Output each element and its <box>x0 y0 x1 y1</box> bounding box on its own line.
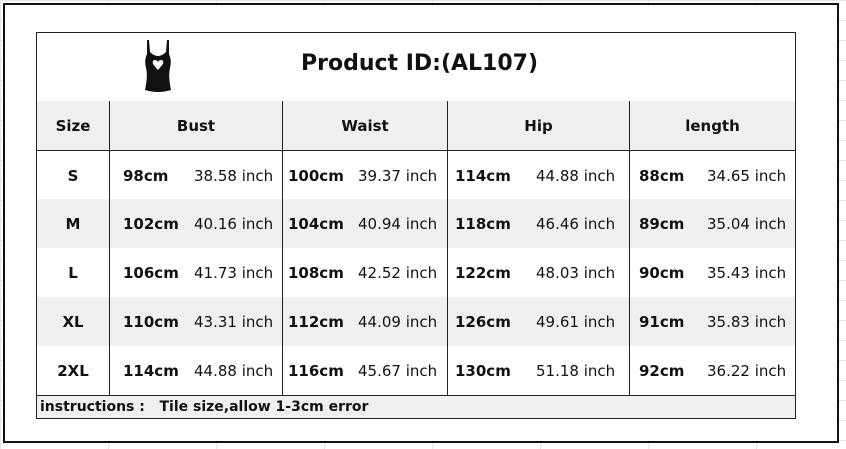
length-inch: 36.22 inch <box>707 361 787 380</box>
header-hip: Hip <box>447 101 629 150</box>
length-cell: 91cm 35.83 inch <box>629 297 795 346</box>
waist-cm: 108cm <box>288 263 344 282</box>
waist-inch: 40.94 inch <box>358 214 438 233</box>
length-inch: 35.04 inch <box>707 214 787 233</box>
waist-cm: 116cm <box>288 361 344 380</box>
hip-inch: 44.88 inch <box>536 166 616 185</box>
instructions-label: instructions : <box>40 399 145 415</box>
waist-cm: 104cm <box>288 214 344 233</box>
hip-cm: 114cm <box>455 166 511 185</box>
size-cell: M <box>65 214 81 233</box>
header-row: Size Bust Waist Hip length <box>37 101 795 151</box>
waist-cell: 112cm 44.09 inch <box>282 297 447 346</box>
bust-cell: 102cm 40.16 inch <box>109 199 282 248</box>
table-row: S 98cm 38.58 inch 100cm 39.37 inch 114cm 44… <box>37 150 795 200</box>
length-inch: 34.65 inch <box>707 166 787 185</box>
waist-inch: 42.52 inch <box>358 263 438 282</box>
instructions-text: Tile size,allow 1-3cm error <box>159 399 369 415</box>
bust-inch: 43.31 inch <box>194 312 274 331</box>
hip-inch: 49.61 inch <box>536 312 616 331</box>
hip-cm: 122cm <box>455 263 511 282</box>
length-cell: 90cm 35.43 inch <box>629 248 795 297</box>
bust-inch: 41.73 inch <box>194 263 274 282</box>
waist-inch: 39.37 inch <box>358 166 438 185</box>
length-inch: 35.43 inch <box>707 263 787 282</box>
waist-cm: 100cm <box>288 166 344 185</box>
hip-inch: 46.46 inch <box>536 214 616 233</box>
hip-cell: 122cm 48.03 inch <box>447 248 629 297</box>
length-cell: 88cm 34.65 inch <box>629 151 795 200</box>
waist-cell: 104cm 40.94 inch <box>282 199 447 248</box>
size-cell: L <box>68 263 78 282</box>
bust-cell: 98cm 38.58 inch <box>109 151 282 200</box>
length-cm: 90cm <box>639 263 685 282</box>
length-cm: 88cm <box>639 166 685 185</box>
hip-cell: 130cm 51.18 inch <box>447 346 629 395</box>
instructions-row: instructions : Tile size,allow 1-3cm err… <box>37 395 795 418</box>
length-cm: 91cm <box>639 312 685 331</box>
table-row: 2XL 114cm 44.88 inch 116cm 45.67 inch 130c… <box>37 346 795 395</box>
product-title: Product ID:(AL107) <box>301 51 539 76</box>
header-length: length <box>629 101 795 150</box>
size-cell: 2XL <box>57 361 89 380</box>
hip-cell: 118cm 46.46 inch <box>447 199 629 248</box>
bust-inch: 44.88 inch <box>194 361 274 380</box>
length-cell: 89cm 35.04 inch <box>629 199 795 248</box>
tank-top-heart-icon <box>145 40 171 92</box>
waist-cell: 108cm 42.52 inch <box>282 248 447 297</box>
hip-inch: 48.03 inch <box>536 263 616 282</box>
bust-cell: 106cm 41.73 inch <box>109 248 282 297</box>
bust-cm: 102cm <box>123 214 179 233</box>
hip-cm: 118cm <box>455 214 511 233</box>
hip-cm: 126cm <box>455 312 511 331</box>
hip-inch: 51.18 inch <box>536 361 616 380</box>
size-cell: XL <box>62 312 84 331</box>
header-bust: Bust <box>109 101 282 150</box>
table-row: M 102cm 40.16 inch 104cm 40.94 inch 118cm 4… <box>37 199 795 248</box>
size-cell: S <box>67 166 79 185</box>
bust-cm: 114cm <box>123 361 179 380</box>
waist-inch: 44.09 inch <box>358 312 438 331</box>
hip-cm: 130cm <box>455 361 511 380</box>
bust-inch: 38.58 inch <box>194 166 274 185</box>
waist-cell: 100cm 39.37 inch <box>282 151 447 200</box>
waist-inch: 45.67 inch <box>358 361 438 380</box>
hip-cell: 114cm 44.88 inch <box>447 151 629 200</box>
bust-cell: 114cm 44.88 inch <box>109 346 282 395</box>
length-inch: 35.83 inch <box>707 312 787 331</box>
waist-cm: 112cm <box>288 312 344 331</box>
bust-cm: 106cm <box>123 263 179 282</box>
bust-cell: 110cm 43.31 inch <box>109 297 282 346</box>
length-cm: 92cm <box>639 361 685 380</box>
hip-cell: 126cm 49.61 inch <box>447 297 629 346</box>
bust-cm: 98cm <box>123 166 169 185</box>
bust-inch: 40.16 inch <box>194 214 274 233</box>
bust-cm: 110cm <box>123 312 179 331</box>
size-chart-table: Product ID:(AL107) Size Bust Waist Hip l… <box>36 32 796 419</box>
header-waist: Waist <box>282 101 447 150</box>
title-row: Product ID:(AL107) <box>37 33 795 102</box>
length-cm: 89cm <box>639 214 685 233</box>
header-size: Size <box>55 116 91 135</box>
length-cell: 92cm 36.22 inch <box>629 346 795 395</box>
table-row: XL 110cm 43.31 inch 112cm 44.09 inch 126cm… <box>37 297 795 346</box>
waist-cell: 116cm 45.67 inch <box>282 346 447 395</box>
table-row: L 106cm 41.73 inch 108cm 42.52 inch 122cm 4… <box>37 248 795 297</box>
